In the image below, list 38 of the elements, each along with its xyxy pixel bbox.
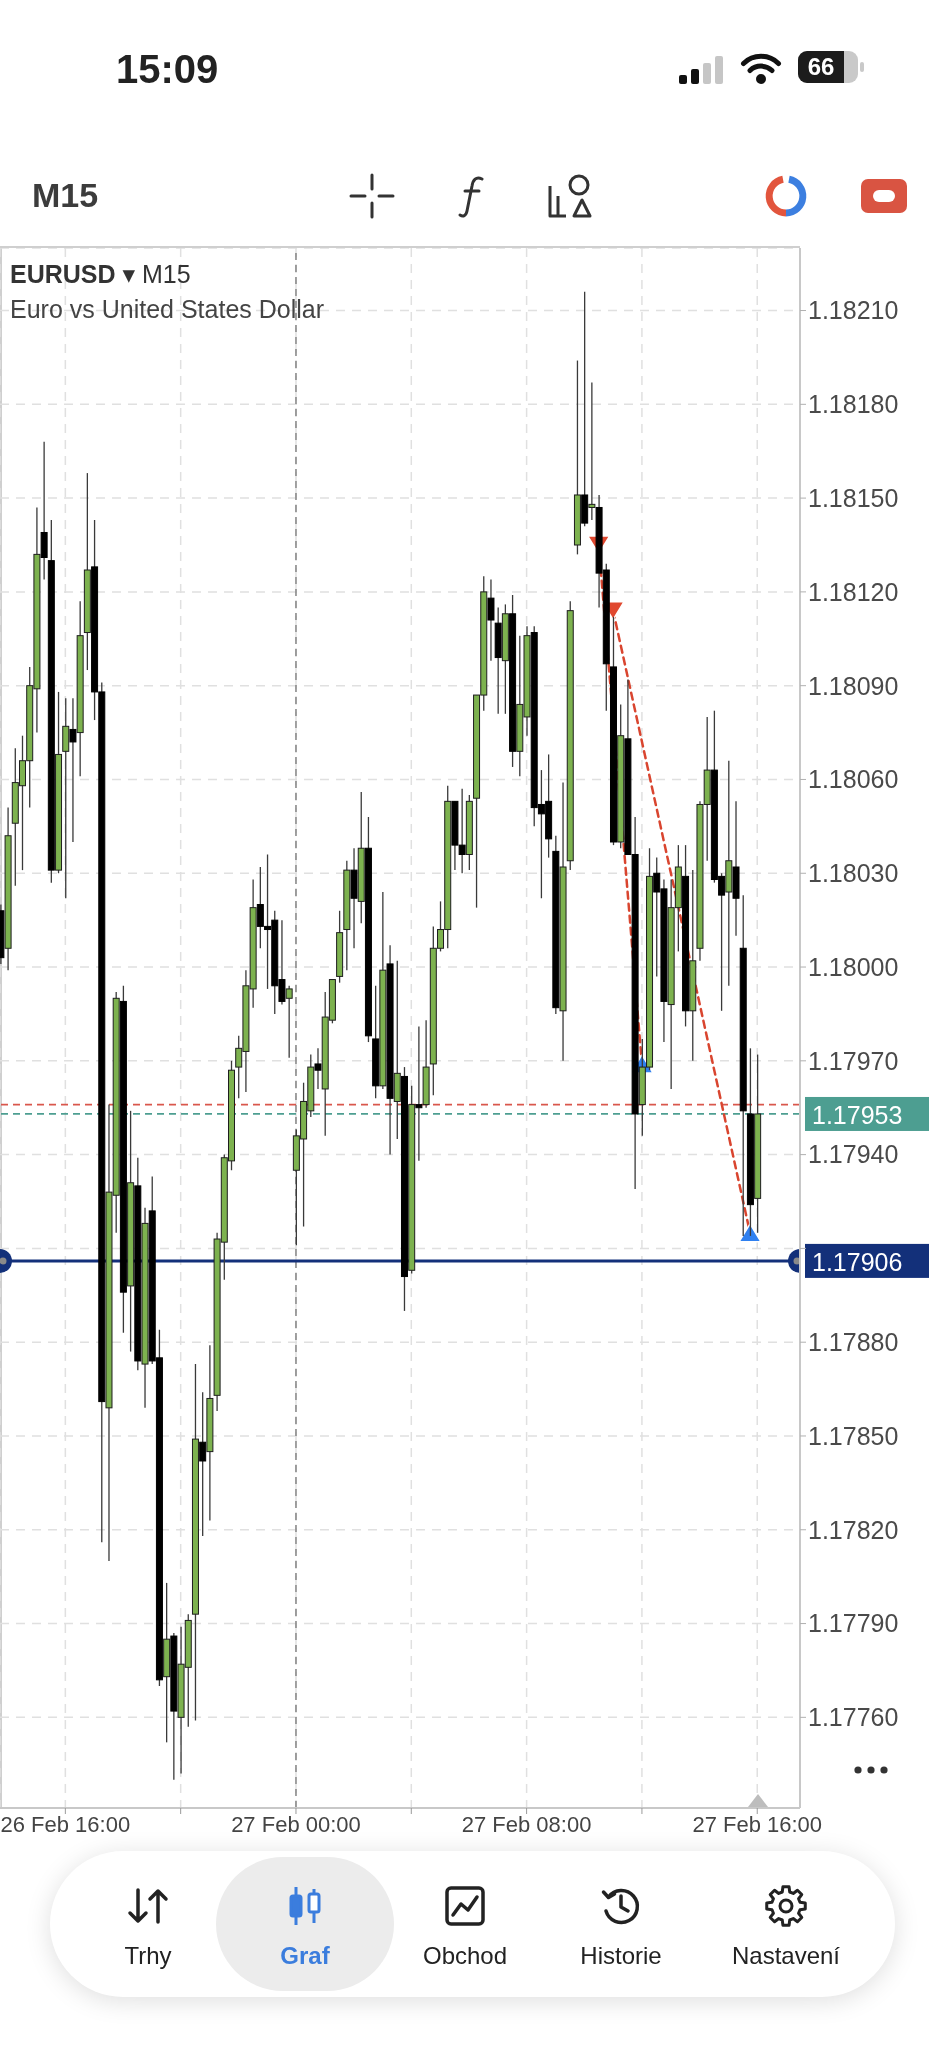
y-tick-label: 1.18000: [808, 952, 899, 981]
text: Trhy: [123, 1942, 173, 1970]
y-tick-label: 1.17820: [808, 1515, 899, 1544]
text: Graf: [279, 1942, 331, 1970]
ref-line-label: 1.17953: [812, 1100, 903, 1129]
text: 15:09: [116, 46, 219, 92]
text: 66: [798, 51, 844, 83]
y-tick-label: 1.17790: [808, 1609, 899, 1638]
x-tick-label: 27 Feb 00:00: [231, 1811, 361, 1837]
candlestick: [69, 697, 77, 843]
y-tick-label: 1.18060: [808, 765, 899, 794]
text: Obchod: [421, 1942, 509, 1970]
text: Nastavení: [730, 1942, 842, 1970]
text: EURUSD ▾ M15: [10, 259, 191, 289]
y-tick-label: 1.18120: [808, 577, 899, 606]
x-tick-label: 26 Feb 16:00: [0, 1811, 131, 1837]
y-tick-label: 1.18210: [808, 296, 899, 325]
y-tick-label: 1.17850: [808, 1421, 899, 1450]
y-tick-label: 1.17970: [808, 1046, 899, 1075]
candlestick: [415, 1025, 423, 1162]
y-tick-label: 1.18030: [808, 859, 899, 888]
y-tick-label: 1.18180: [808, 390, 899, 419]
y-tick-label: 1.18090: [808, 671, 899, 700]
candlestick: [487, 578, 495, 662]
y-tick-label: 1.17940: [808, 1140, 899, 1169]
y-tick-label: 1.17880: [808, 1328, 899, 1357]
text: M15: [32, 175, 99, 215]
candlestick: [314, 1047, 322, 1090]
x-tick-label: 27 Feb 16:00: [692, 1811, 823, 1837]
y-tick-label: 1.18150: [808, 483, 899, 512]
ref-line-label: 1.17906: [812, 1247, 903, 1276]
candlestick: [588, 381, 596, 521]
x-tick-label: 27 Feb 08:00: [461, 1811, 592, 1837]
candlestick: [285, 985, 293, 1059]
candlestick: [199, 1391, 207, 1537]
text: Euro vs United States Dollar: [10, 294, 325, 324]
text: Historie: [579, 1942, 663, 1970]
y-tick-label: 1.17760: [808, 1703, 899, 1732]
